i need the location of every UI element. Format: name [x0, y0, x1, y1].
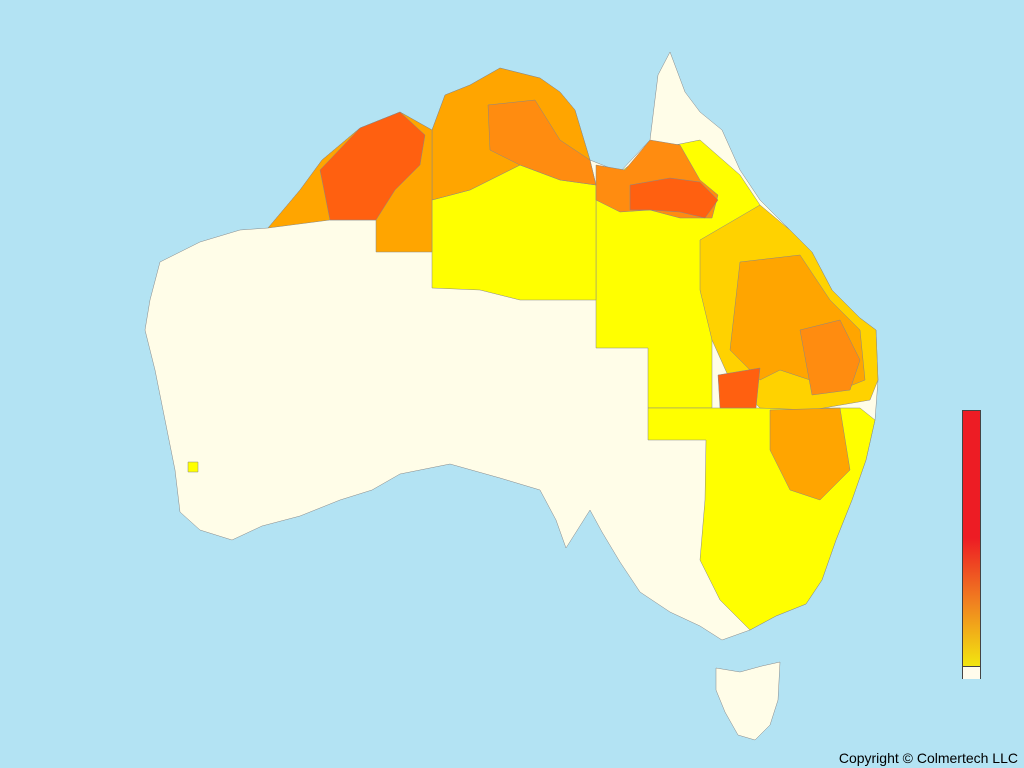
maranoa-region	[717, 367, 761, 409]
copyright-text: Copyright © Colmertech LLC	[838, 750, 1018, 766]
legend-no-data-segment	[963, 666, 980, 679]
arnhem-region	[487, 99, 597, 186]
qld-darkorange-region	[799, 319, 861, 396]
perth-region	[187, 461, 199, 473]
legend-gradient-segment	[963, 538, 980, 666]
nsw-north-region	[769, 407, 851, 501]
tasmania-region	[715, 661, 781, 741]
legend-high-segment	[963, 411, 980, 538]
color-scale-legend	[962, 410, 981, 679]
carpentaria-region	[629, 177, 719, 219]
kimberley-dark-region	[319, 111, 426, 221]
